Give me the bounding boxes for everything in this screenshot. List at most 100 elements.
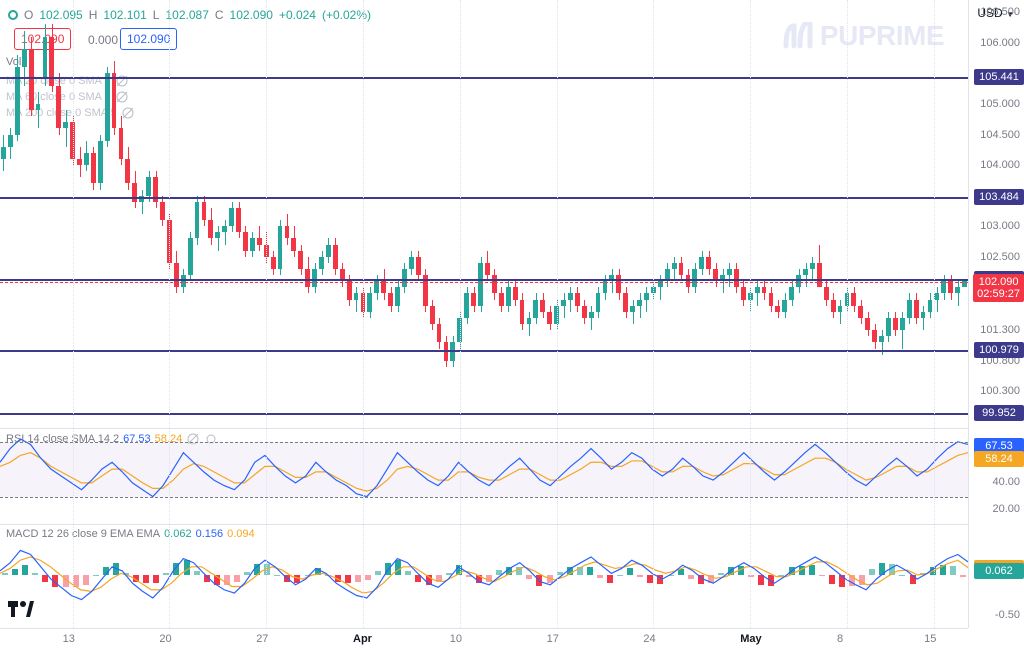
candle[interactable] [437,324,442,342]
candle[interactable] [174,263,179,287]
horizontal-level[interactable] [0,77,968,79]
candle[interactable] [741,287,746,299]
candle[interactable] [858,306,863,318]
candle[interactable] [56,86,61,129]
candle[interactable] [789,287,794,299]
candle[interactable] [644,293,649,299]
candle[interactable] [188,238,193,275]
candle[interactable] [36,104,41,110]
candle[interactable] [672,263,677,269]
candle[interactable] [29,49,34,110]
candle[interactable] [727,269,732,275]
candle[interactable] [91,153,96,184]
candle[interactable] [250,238,255,250]
candle[interactable] [886,318,891,336]
candle[interactable] [146,177,151,195]
candle[interactable] [84,153,89,165]
candle[interactable] [112,73,117,128]
candle[interactable] [810,263,815,269]
horizontal-level[interactable] [0,279,968,281]
candle[interactable] [229,208,234,226]
candle[interactable] [478,263,483,306]
candle[interactable] [22,49,27,67]
candle[interactable] [285,226,290,238]
candle[interactable] [333,245,338,269]
horizontal-level[interactable] [0,197,968,199]
candle[interactable] [132,183,137,201]
tradingview-logo[interactable] [8,601,34,622]
candle[interactable] [1,147,6,159]
candle[interactable] [257,238,262,244]
candle[interactable] [485,263,490,275]
candle[interactable] [374,281,379,293]
candle[interactable] [119,128,124,159]
candle[interactable] [291,238,296,250]
candle[interactable] [872,330,877,342]
horizontal-level[interactable] [0,350,968,352]
candle[interactable] [893,318,898,330]
candle[interactable] [568,293,573,299]
candle[interactable] [195,202,200,239]
candle[interactable] [948,281,953,293]
candle[interactable] [755,287,760,293]
candle[interactable] [637,300,642,306]
candle[interactable] [879,336,884,342]
candle[interactable] [589,312,594,318]
candle[interactable] [499,293,504,305]
candle[interactable] [533,300,538,318]
candle[interactable] [471,293,476,305]
candle[interactable] [43,37,48,80]
candle[interactable] [513,287,518,299]
candle[interactable] [464,293,469,317]
candle[interactable] [208,220,213,238]
candle[interactable] [367,293,372,311]
candle[interactable] [803,269,808,275]
candle[interactable] [706,257,711,269]
candle[interactable] [928,300,933,312]
candle[interactable] [907,300,912,318]
candle[interactable] [416,257,421,275]
candle[interactable] [98,141,103,184]
candle[interactable] [955,287,960,293]
candle[interactable] [520,300,525,324]
candle[interactable] [679,263,684,275]
candle[interactable] [623,293,628,311]
candle[interactable] [699,257,704,269]
candle[interactable] [215,232,220,238]
candle[interactable] [395,287,400,305]
candle[interactable] [941,281,946,293]
candle[interactable] [125,159,130,183]
candle[interactable] [831,300,836,312]
candle[interactable] [506,287,511,305]
candle[interactable] [160,202,165,220]
candle[interactable] [222,226,227,232]
candle[interactable] [319,257,324,269]
candle[interactable] [775,306,780,312]
candle[interactable] [326,245,331,257]
candle[interactable] [782,300,787,312]
candle[interactable] [561,300,566,306]
candle[interactable] [934,293,939,299]
candle[interactable] [63,122,68,128]
candle[interactable] [921,312,926,318]
candle[interactable] [630,306,635,312]
candle[interactable] [236,208,241,232]
candle[interactable] [596,293,601,311]
candle[interactable] [527,318,532,324]
candle[interactable] [8,135,13,147]
candle[interactable] [540,300,545,312]
candle[interactable] [851,293,856,305]
candle[interactable] [900,318,905,330]
candle[interactable] [769,293,774,305]
candle[interactable] [838,306,843,312]
candle[interactable] [243,232,248,250]
candle[interactable] [817,263,822,287]
macd-panel[interactable]: MACD 12 26 close 9 EMA EMA 0.062 0.156 0… [0,524,1024,628]
price-chart-panel[interactable]: Vol MA 20 close 0 SMA 5 MA 60 close 0 SM… [0,0,1024,428]
candle[interactable] [271,257,276,269]
candle[interactable] [865,318,870,330]
candle[interactable] [575,293,580,305]
candle[interactable] [278,226,283,269]
candle[interactable] [105,73,110,140]
candle[interactable] [603,281,608,293]
